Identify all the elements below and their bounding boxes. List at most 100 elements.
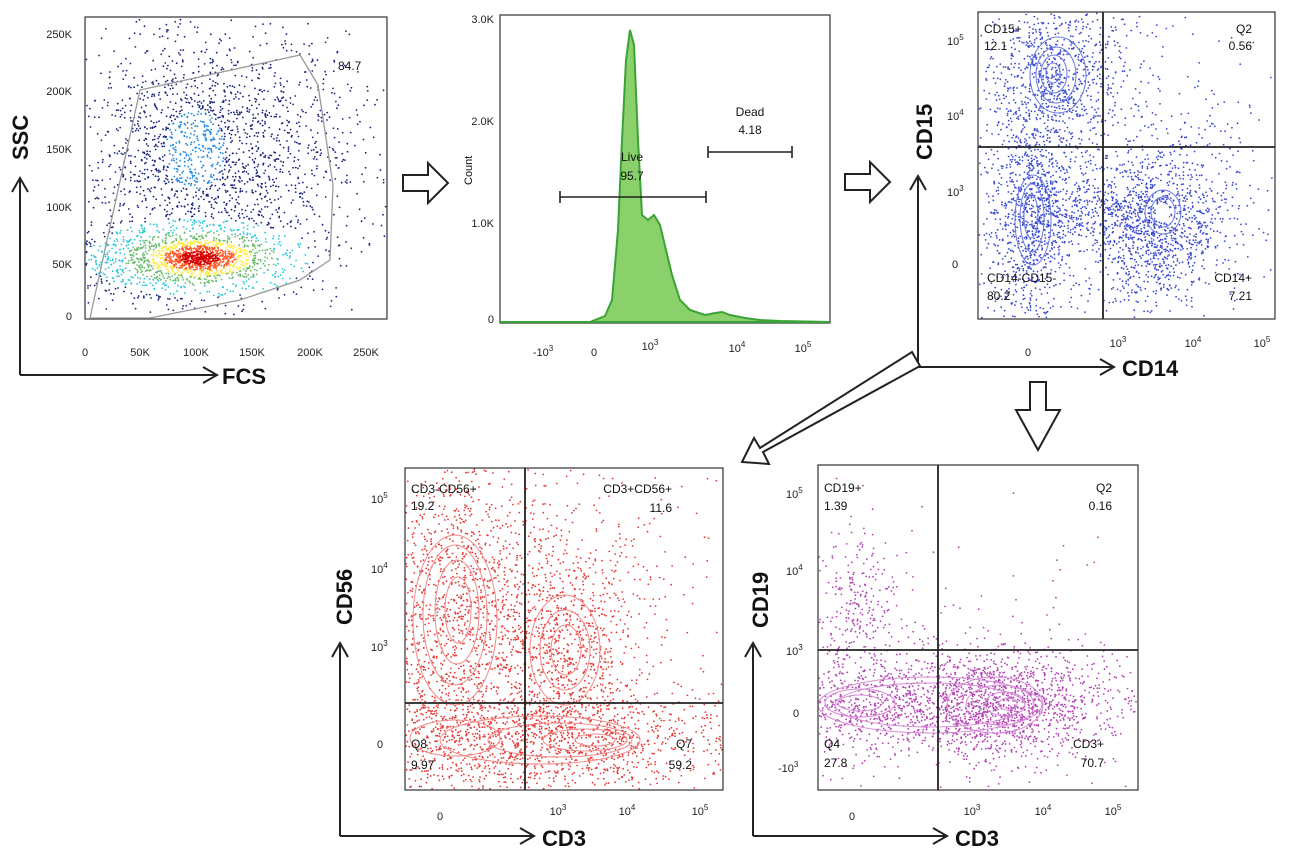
event-dot xyxy=(1099,51,1101,54)
event-dot xyxy=(1098,41,1101,44)
event-dot xyxy=(250,236,253,239)
event-dot xyxy=(179,123,182,126)
event-dot xyxy=(1050,128,1053,131)
event-dot xyxy=(113,280,116,283)
event-dot xyxy=(170,131,173,134)
event-dot xyxy=(1048,165,1050,167)
event-dot xyxy=(261,119,264,122)
event-dot xyxy=(259,260,262,262)
event-dot xyxy=(162,49,164,52)
event-dot xyxy=(195,238,198,241)
event-dot xyxy=(196,257,199,260)
event-dot xyxy=(95,273,98,276)
event-dot xyxy=(213,113,216,115)
event-dot xyxy=(147,145,150,147)
event-dot xyxy=(1047,129,1050,132)
event-dot xyxy=(176,196,179,199)
event-dot xyxy=(143,281,145,284)
event-dot xyxy=(90,258,93,261)
event-dot xyxy=(1126,74,1129,77)
event-dot xyxy=(152,173,155,176)
event-dot xyxy=(204,267,207,270)
event-dot xyxy=(315,158,318,161)
event-dot xyxy=(146,91,149,93)
event-dot xyxy=(1033,41,1036,44)
event-dot xyxy=(155,121,158,124)
event-dot xyxy=(1123,65,1125,68)
event-dot xyxy=(245,142,248,145)
event-dot xyxy=(174,118,177,121)
event-dot xyxy=(1049,260,1052,263)
event-dot xyxy=(258,73,261,76)
event-dot xyxy=(1018,107,1020,110)
event-dot xyxy=(1037,78,1040,81)
event-dot xyxy=(196,86,199,89)
event-dot xyxy=(106,276,108,279)
event-dot xyxy=(1007,191,1010,193)
event-dot xyxy=(1037,169,1040,172)
event-dot xyxy=(1055,119,1057,122)
event-dot xyxy=(176,249,179,252)
event-dot xyxy=(133,86,136,89)
event-dot xyxy=(270,226,272,229)
event-dot xyxy=(252,208,255,211)
event-dot xyxy=(176,93,179,95)
event-dot xyxy=(223,184,226,187)
event-dot xyxy=(190,235,193,238)
event-dot xyxy=(253,264,256,266)
event-dot xyxy=(271,257,273,260)
event-dot xyxy=(1032,167,1035,169)
event-dot xyxy=(138,229,141,232)
event-dot xyxy=(178,126,181,129)
event-dot xyxy=(1023,286,1025,289)
event-dot xyxy=(1040,244,1043,247)
event-dot xyxy=(232,256,235,258)
event-dot xyxy=(207,125,209,128)
event-dot xyxy=(200,108,202,110)
event-dot xyxy=(1059,83,1061,85)
event-dot xyxy=(87,284,89,287)
event-dot xyxy=(245,276,248,279)
event-dot xyxy=(281,171,284,174)
event-dot xyxy=(248,111,250,113)
event-dot xyxy=(1031,44,1034,46)
event-dot xyxy=(210,203,213,206)
event-dot xyxy=(216,163,219,166)
event-dot xyxy=(199,292,202,295)
event-dot xyxy=(227,262,230,265)
event-dot xyxy=(222,157,225,160)
event-dot xyxy=(218,187,221,190)
event-dot xyxy=(159,133,162,136)
event-dot xyxy=(1052,76,1054,78)
event-dot xyxy=(1048,286,1051,289)
event-dot xyxy=(376,176,379,179)
event-dot xyxy=(1088,84,1091,87)
event-dot xyxy=(167,272,170,275)
event-dot xyxy=(174,220,177,223)
event-dot xyxy=(132,302,134,305)
event-dot xyxy=(164,239,167,242)
event-dot xyxy=(251,249,254,251)
event-dot xyxy=(141,231,144,234)
event-dot xyxy=(193,237,196,240)
event-dot xyxy=(191,265,194,268)
event-dot xyxy=(1024,67,1027,70)
event-dot xyxy=(88,107,91,110)
event-dot xyxy=(222,261,225,263)
event-dot xyxy=(206,154,209,157)
event-dot xyxy=(129,160,132,163)
event-dot xyxy=(209,130,212,133)
event-dot xyxy=(197,260,200,263)
event-dot xyxy=(248,278,250,280)
event-dot xyxy=(304,111,307,114)
event-dot xyxy=(107,257,110,260)
event-dot xyxy=(1031,154,1033,157)
event-dot xyxy=(193,213,196,216)
event-dot xyxy=(1001,123,1004,125)
event-dot xyxy=(366,90,369,92)
event-dot xyxy=(1061,44,1064,46)
event-dot xyxy=(1012,89,1015,92)
event-dot xyxy=(1057,207,1060,210)
event-dot xyxy=(237,170,240,173)
event-dot xyxy=(110,263,113,266)
